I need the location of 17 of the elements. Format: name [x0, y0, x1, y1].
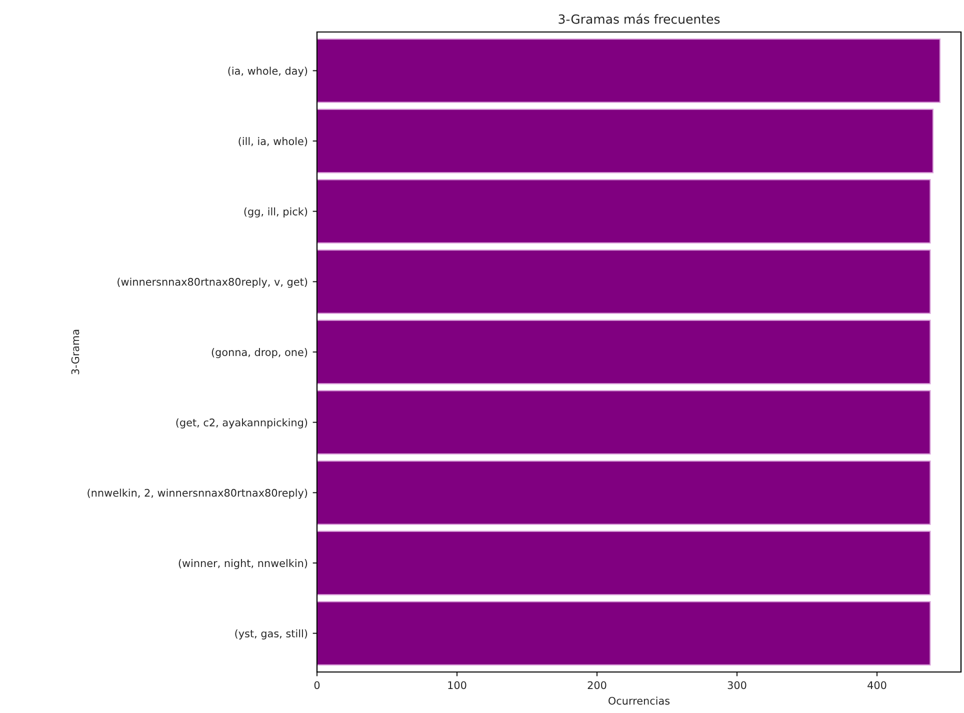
y-tick-label: (yst, gas, still): [235, 629, 308, 640]
y-tick-label: (gg, ill, pick): [244, 207, 308, 218]
x-tick-label: 300: [728, 681, 746, 690]
x-axis-title: Ocurrencias: [608, 696, 670, 705]
x-tick-label: 400: [868, 681, 886, 690]
x-tick-label: 200: [588, 681, 606, 690]
y-axis-title: 3-Grama: [71, 330, 80, 374]
y-tick-label: (gonna, drop, one): [212, 348, 308, 358]
chart-title: 3-Gramas más frecuentes: [558, 14, 720, 24]
y-tick-label: (ia, whole, day): [228, 66, 308, 77]
y-tick-label: (nnwelkin, 2, winnersnnax80rtnax80reply): [88, 488, 308, 499]
x-tick-label: 100: [448, 681, 466, 690]
y-tick-label: (winnersnnax80rtnax80reply, v, get): [118, 278, 308, 288]
x-tick-label: 0: [314, 681, 320, 690]
y-tick-label: (get, c2, ayakannpicking): [176, 418, 308, 428]
y-tick-label: (ill, ia, whole): [238, 137, 308, 146]
y-tick-label: (winner, night, nnwelkin): [178, 559, 308, 570]
